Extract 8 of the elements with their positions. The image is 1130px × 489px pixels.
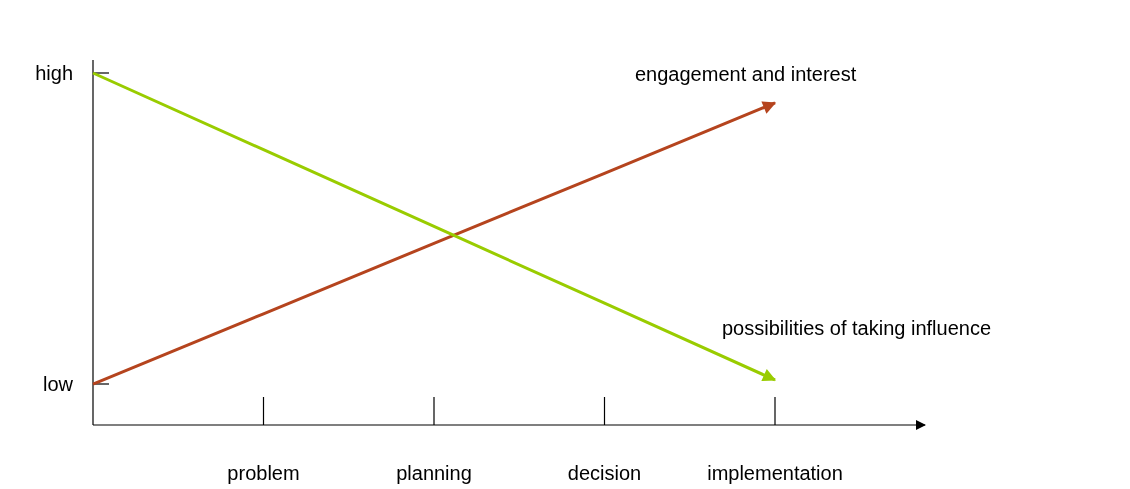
text: high: [35, 62, 73, 84]
x-tick-label: decision: [567, 462, 642, 484]
series-label: possibilities of taking influence: [722, 316, 992, 339]
series-label: engagement and interest: [635, 62, 857, 85]
x-tick-label: problem: [227, 462, 300, 484]
x-tick-label: planning: [396, 462, 472, 484]
x-tick-label: implementation: [707, 462, 843, 484]
text: low: [42, 373, 74, 395]
